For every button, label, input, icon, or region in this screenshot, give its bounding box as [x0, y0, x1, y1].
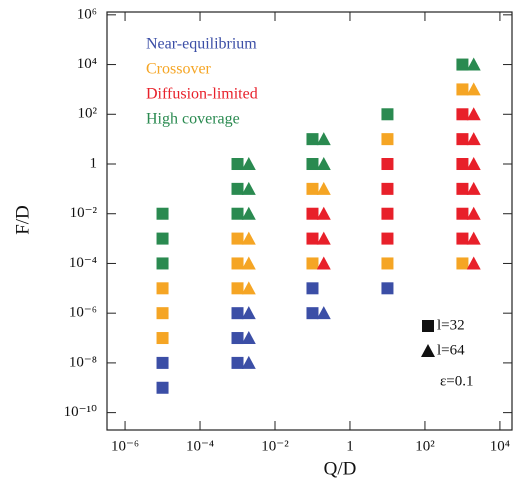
x-tick-label: 1 [346, 438, 354, 454]
data-point [466, 82, 481, 96]
data-point [231, 257, 244, 270]
data-point [466, 256, 481, 270]
data-point [241, 181, 256, 195]
data-point [231, 207, 244, 220]
data-point [456, 158, 469, 171]
data-point [241, 281, 256, 295]
data-point [231, 282, 244, 295]
legend-label: l=32 [437, 317, 465, 333]
data-point [306, 158, 319, 171]
data-point [316, 181, 331, 195]
data-point [456, 133, 469, 146]
data-point [466, 107, 481, 121]
data-point [466, 231, 481, 245]
data-point [456, 58, 469, 71]
data-point [231, 356, 244, 369]
y-tick-label: 10⁶ [77, 6, 97, 22]
data-point [316, 306, 331, 320]
y-tick-label: 10² [78, 106, 98, 122]
data-point [241, 206, 256, 220]
data-point [316, 206, 331, 220]
x-tick-label: 10⁴ [490, 438, 510, 454]
legend-label: Crossover [146, 61, 212, 78]
legend-label: Near-equilibrium [146, 36, 257, 53]
data-point [466, 57, 481, 71]
data-point [241, 306, 256, 320]
data-point [241, 157, 256, 171]
data-point [156, 356, 169, 369]
data-point [466, 181, 481, 195]
data-point [381, 133, 394, 146]
x-axis-title: Q/D [324, 458, 357, 479]
data-point [466, 132, 481, 146]
data-point [241, 355, 256, 369]
legend-label: Diffusion-limited [146, 86, 258, 103]
data-point [231, 307, 244, 320]
data-point [241, 331, 256, 345]
data-point [316, 256, 331, 270]
data-point [156, 257, 169, 270]
y-tick-label: 10⁻² [70, 205, 98, 221]
data-point [156, 307, 169, 320]
data-point [306, 257, 319, 270]
data-point [156, 282, 169, 295]
data-point [156, 332, 169, 345]
x-tick-label: 10⁻² [261, 438, 289, 454]
legend-label: High coverage [146, 111, 240, 128]
data-point [466, 206, 481, 220]
data-point [231, 332, 244, 345]
data-point [456, 207, 469, 220]
x-tick-label: 10⁻⁴ [186, 438, 214, 454]
data-point [381, 257, 394, 270]
data-point [381, 232, 394, 245]
data-point [241, 256, 256, 270]
data-point [231, 232, 244, 245]
data-point [381, 182, 394, 195]
y-tick-label: 10⁻⁸ [69, 354, 97, 370]
legend-label: l=64 [437, 342, 465, 358]
data-point [306, 182, 319, 195]
data-point [456, 257, 469, 270]
data-point [316, 231, 331, 245]
legend-marker [422, 320, 434, 332]
data-point [306, 282, 319, 295]
data-point [306, 232, 319, 245]
data-point [306, 207, 319, 220]
data-point [456, 108, 469, 121]
data-point [156, 232, 169, 245]
y-tick-label: 10⁻⁴ [69, 255, 97, 271]
data-point [231, 182, 244, 195]
y-tick-label: 1 [90, 155, 98, 171]
plot-frame [106, 11, 513, 431]
y-axis-title: F/D [12, 205, 33, 235]
y-tick-label: 10⁻⁶ [69, 305, 97, 321]
data-point [306, 307, 319, 320]
data-point [466, 157, 481, 171]
legend-marker [421, 344, 435, 357]
data-point [381, 282, 394, 295]
x-tick-label: 10⁻⁶ [111, 438, 139, 454]
data-point [316, 157, 331, 171]
data-point [306, 133, 319, 146]
x-tick-label: 10² [415, 438, 435, 454]
annotation: ε=0.1 [440, 373, 474, 389]
data-point [156, 207, 169, 220]
data-point [241, 231, 256, 245]
data-point [456, 182, 469, 195]
data-point [381, 158, 394, 171]
data-point [381, 207, 394, 220]
data-point [456, 83, 469, 96]
data-point [316, 132, 331, 146]
data-point [456, 232, 469, 245]
data-point [231, 158, 244, 171]
y-tick-label: 10⁴ [77, 56, 97, 72]
data-point [381, 108, 394, 121]
data-point [156, 381, 169, 394]
y-tick-label: 10⁻¹⁰ [64, 404, 97, 420]
